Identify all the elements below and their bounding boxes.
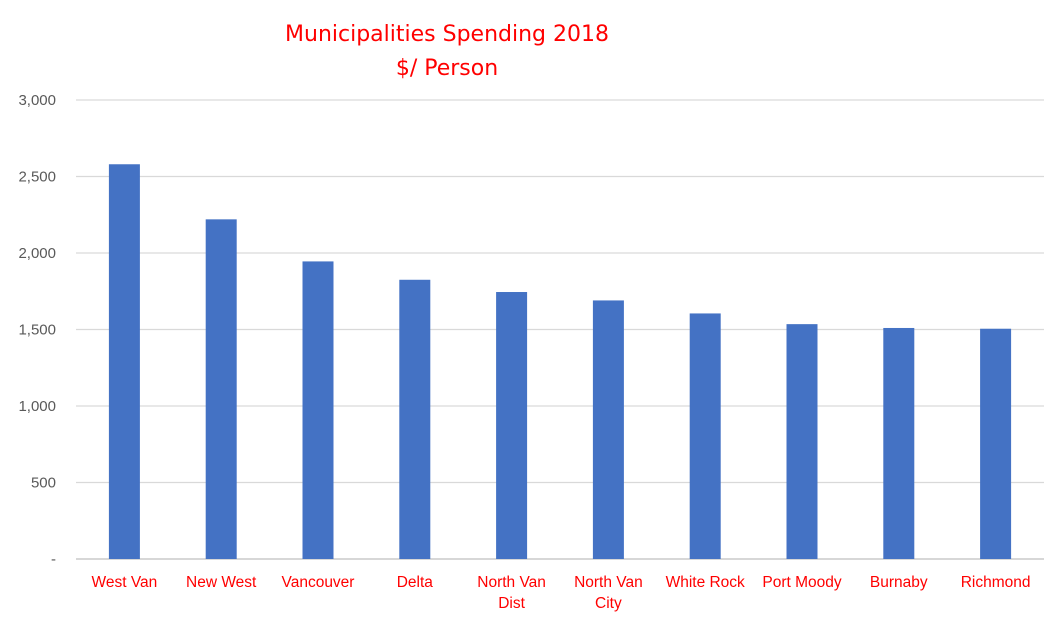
bars (108, 164, 1012, 559)
y-axis-ticks: - 500 1,000 1,500 2,000 2,500 3,000 (18, 92, 56, 568)
bar (205, 219, 237, 559)
x-tick-label: Burnaby (870, 574, 928, 591)
x-axis-labels: West Van New West Vancouver Delta North Van D… (92, 574, 1031, 612)
x-tick-label: Richmond (961, 574, 1031, 591)
x-tick-label: Delta (397, 574, 434, 591)
bar (399, 279, 431, 559)
x-tick-label: Vancouver (282, 574, 355, 591)
bar (786, 324, 818, 559)
y-tick-label: 1,500 (18, 322, 56, 339)
y-tick-label: 500 (31, 475, 56, 492)
gridlines (76, 99, 1044, 560)
x-tick-label: New West (186, 574, 257, 591)
bar (883, 327, 915, 559)
bar (496, 292, 528, 559)
x-tick-label: White Rock (666, 574, 745, 591)
x-tick-label: North Van Dist (477, 574, 546, 612)
bar (108, 164, 140, 559)
chart-subtitle: $/ Person (396, 56, 498, 81)
x-tick-label: Port Moody (762, 574, 842, 591)
y-tick-label: - (51, 551, 56, 568)
y-tick-label: 1,000 (18, 398, 56, 415)
y-tick-label: 2,000 (18, 245, 56, 262)
bar (980, 328, 1012, 559)
x-tick-label: West Van (92, 574, 158, 591)
x-tick-label: North Van City (574, 574, 643, 612)
bar (592, 300, 624, 559)
bar (302, 261, 334, 559)
y-tick-label: 2,500 (18, 169, 56, 186)
chart-title: Municipalities Spending 2018 (285, 22, 609, 47)
bar (689, 313, 721, 559)
y-tick-label: 3,000 (18, 92, 56, 109)
